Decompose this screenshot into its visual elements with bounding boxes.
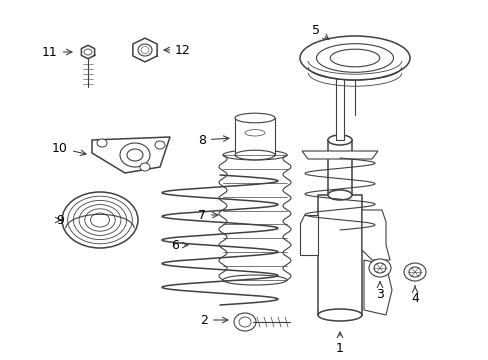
Text: 12: 12 — [163, 44, 190, 57]
Text: 4: 4 — [410, 286, 418, 305]
Ellipse shape — [235, 113, 274, 123]
Ellipse shape — [97, 139, 107, 147]
Ellipse shape — [408, 267, 420, 277]
Ellipse shape — [244, 130, 264, 136]
Polygon shape — [363, 260, 391, 315]
Ellipse shape — [316, 44, 393, 72]
Text: 7: 7 — [198, 208, 218, 221]
Text: 6: 6 — [171, 239, 187, 252]
Ellipse shape — [239, 317, 250, 327]
Text: 11: 11 — [42, 45, 72, 59]
Ellipse shape — [373, 263, 385, 273]
Polygon shape — [335, 55, 343, 140]
Ellipse shape — [329, 49, 379, 67]
Polygon shape — [302, 151, 377, 159]
Ellipse shape — [234, 313, 256, 331]
Ellipse shape — [223, 275, 286, 285]
Ellipse shape — [235, 150, 274, 160]
Ellipse shape — [127, 149, 142, 161]
Text: 9: 9 — [55, 213, 64, 226]
Polygon shape — [299, 215, 317, 255]
Polygon shape — [361, 210, 389, 260]
Text: 10: 10 — [52, 141, 86, 156]
Text: 5: 5 — [311, 23, 328, 40]
Ellipse shape — [317, 309, 361, 321]
Ellipse shape — [79, 204, 121, 235]
Ellipse shape — [67, 196, 132, 244]
Bar — [235, 118, 274, 155]
Ellipse shape — [368, 259, 390, 277]
Ellipse shape — [120, 143, 150, 167]
Text: 3: 3 — [375, 282, 383, 301]
Text: 2: 2 — [200, 314, 227, 327]
Ellipse shape — [327, 190, 351, 200]
Ellipse shape — [62, 192, 138, 248]
Ellipse shape — [141, 46, 149, 54]
Polygon shape — [317, 195, 361, 315]
Ellipse shape — [403, 263, 425, 281]
Ellipse shape — [299, 36, 409, 80]
Ellipse shape — [73, 201, 126, 240]
Ellipse shape — [223, 150, 286, 160]
Ellipse shape — [140, 163, 150, 171]
Ellipse shape — [84, 209, 115, 231]
Text: 1: 1 — [335, 332, 343, 355]
Polygon shape — [327, 140, 351, 195]
Ellipse shape — [155, 141, 164, 149]
Ellipse shape — [138, 44, 152, 56]
Ellipse shape — [90, 213, 109, 227]
Ellipse shape — [84, 49, 92, 55]
Ellipse shape — [327, 135, 351, 145]
Polygon shape — [92, 137, 170, 173]
Text: 8: 8 — [198, 134, 228, 147]
